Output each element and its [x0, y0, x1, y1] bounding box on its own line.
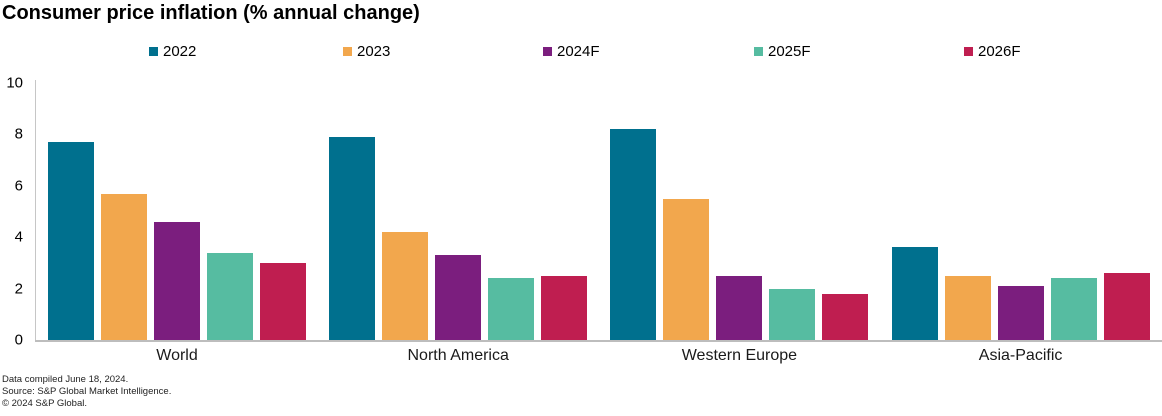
bar-north-america-2025f: [488, 278, 535, 340]
bar-north-america-2026f: [541, 275, 588, 340]
bar-western-europe-2025f: [769, 288, 816, 340]
bar-north-america-2023: [382, 232, 429, 340]
legend-item-2023: 2023: [343, 43, 390, 60]
bar-north-america-2022: [329, 136, 376, 340]
y-tick-label-2: 2: [14, 280, 23, 298]
legend-label-2024f: 2024F: [557, 43, 600, 60]
y-tick-label-6: 6: [14, 177, 23, 195]
chart-footnotes: Data compiled June 18, 2024. Source: S&P…: [2, 374, 171, 409]
y-tick-label-10: 10: [6, 74, 23, 92]
bar-asia-pacific-2026f: [1103, 273, 1150, 340]
bar-asia-pacific-2023: [944, 275, 991, 340]
x-category-label-western-europe: Western Europe: [681, 347, 798, 364]
footnote-copyright: © 2024 S&P Global.: [2, 397, 87, 409]
bar-asia-pacific-2022: [891, 247, 938, 340]
legend-swatch-icon-2025f: [754, 47, 763, 56]
legend-item-2026f: 2026F: [964, 43, 1021, 60]
bar-world-2026f: [260, 262, 306, 340]
bar-western-europe-2026f: [822, 293, 869, 340]
bar-western-europe-2024f: [716, 275, 763, 340]
legend-item-2022: 2022: [149, 43, 196, 60]
y-tick-label-0: 0: [14, 331, 23, 349]
y-axis-line: [35, 80, 36, 341]
legend-label-2026f: 2026F: [978, 43, 1021, 60]
x-axis-line: [35, 339, 1162, 342]
x-category-label-asia-pacific: Asia-Pacific: [978, 347, 1063, 364]
legend-label-2025f: 2025F: [768, 43, 811, 60]
bar-western-europe-2022: [610, 129, 657, 340]
bar-world-2023: [101, 193, 147, 340]
legend-swatch-icon-2026f: [964, 47, 973, 56]
chart-title: Consumer price inflation (% annual chang…: [2, 2, 420, 24]
y-tick-label-4: 4: [14, 228, 23, 246]
legend-item-2024f: 2024F: [543, 43, 600, 60]
bar-world-2025f: [207, 252, 253, 340]
x-category-label-north-america: North America: [407, 347, 509, 364]
bar-north-america-2024f: [435, 255, 482, 340]
legend-swatch-icon-2022: [149, 47, 158, 56]
x-category-label-world: World: [156, 347, 198, 364]
legend-label-2023: 2023: [357, 43, 391, 60]
bar-asia-pacific-2024f: [997, 286, 1044, 340]
bar-asia-pacific-2025f: [1050, 278, 1097, 340]
bar-western-europe-2023: [663, 198, 710, 340]
legend-label-2022: 2022: [163, 43, 197, 60]
legend-swatch-icon-2024f: [543, 47, 552, 56]
footnote-source: Source: S&P Global Market Intelligence.: [2, 385, 172, 397]
legend-swatch-icon-2023: [343, 47, 352, 56]
bar-world-2024f: [154, 221, 200, 340]
y-tick-label-8: 8: [14, 125, 23, 143]
legend-item-2025f: 2025F: [754, 43, 811, 60]
bar-world-2022: [48, 142, 94, 340]
footnote-compiled-date: Data compiled June 18, 2024.: [2, 374, 129, 385]
